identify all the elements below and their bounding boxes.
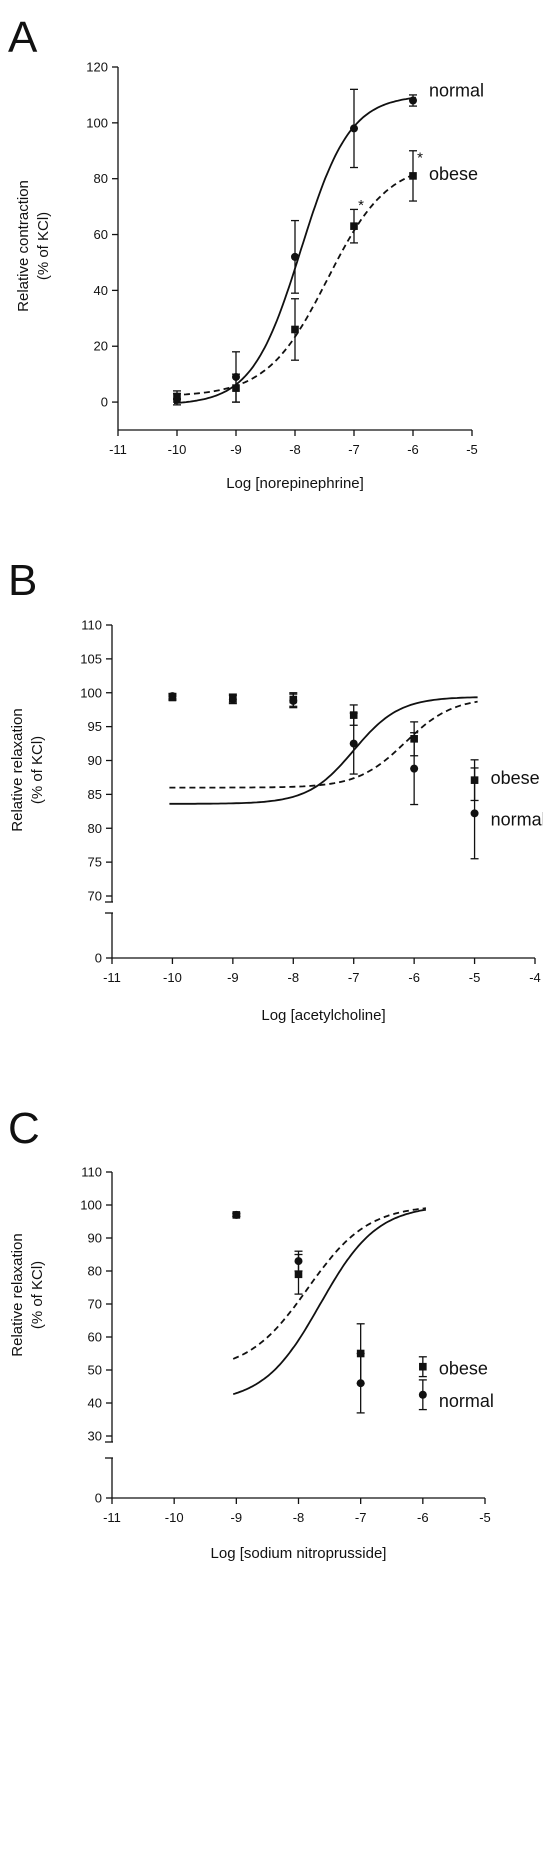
- point-normal: [291, 252, 299, 261]
- x-tick-label: -6: [407, 442, 419, 457]
- panel-a: A 0 20 40 60 80 100 120 -11 -10 -9 -8 -7 -6 -5 Log [nor…: [8, 13, 484, 492]
- y-tick-label: 100: [80, 1198, 102, 1213]
- x-axis-label: Log [acetylcholine]: [261, 1007, 385, 1024]
- point-obese: [419, 1362, 427, 1371]
- y-tick-label: 100: [80, 685, 102, 700]
- y-tick-label: 85: [88, 787, 102, 802]
- point-obese: [168, 693, 177, 702]
- x-tick-label: -10: [163, 970, 182, 985]
- point-obese: [356, 1349, 365, 1358]
- panel-c: C 0 30 40 50 60 70 80 90 100 110 -11 -10 -9 -8 -7 -6 -5 Lo…: [8, 1104, 494, 1562]
- x-tick-label: -11: [103, 970, 121, 985]
- point-normal: [409, 96, 417, 105]
- series-label-normal: normal: [491, 809, 543, 829]
- panel-letter-b: B: [8, 556, 37, 605]
- y-tick-label: 80: [94, 171, 108, 186]
- x-tick-label: -10: [165, 1510, 184, 1525]
- y-tick-label: 100: [86, 115, 108, 130]
- curve-obese: [169, 700, 478, 789]
- y-tick-label: 110: [81, 1165, 102, 1180]
- point-obese: [470, 776, 479, 784]
- point-obese: [291, 325, 299, 334]
- point-obese: [232, 1211, 241, 1219]
- x-tick-label: -5: [479, 1510, 491, 1525]
- y-axis-label: Relative relaxation: [9, 708, 26, 831]
- y-tick-label: 0: [95, 951, 102, 966]
- y-tick-label: 70: [88, 889, 102, 904]
- x-axis-label: Log [norepinephrine]: [226, 475, 364, 492]
- point-obese: [229, 694, 237, 702]
- y-axis-label: Relative contraction: [15, 180, 32, 312]
- x-tick-label: -8: [293, 1510, 305, 1525]
- y-axis-label-unit: (% of KCl): [29, 1261, 46, 1329]
- y-axis-label-unit: (% of KCl): [35, 212, 52, 280]
- y-tick-label: 30: [88, 1429, 102, 1444]
- point-obese: [294, 1270, 303, 1279]
- y-tick-label: 20: [94, 339, 108, 354]
- y-axis-label: Relative relaxation: [9, 1233, 26, 1356]
- series-label-normal: normal: [429, 81, 484, 101]
- y-tick-label: 60: [94, 227, 108, 242]
- x-tick-label: -7: [348, 442, 360, 457]
- y-tick-label: 90: [88, 753, 102, 768]
- panel-letter-a: A: [8, 13, 38, 62]
- x-tick-label: -4: [529, 970, 541, 985]
- significance-asterisk: *: [417, 149, 423, 166]
- point-normal: [410, 764, 419, 773]
- series-label-obese: obese: [429, 164, 478, 184]
- x-tick-label: -8: [288, 970, 300, 985]
- y-tick-label: 60: [88, 1330, 102, 1345]
- curve-normal: [232, 1208, 427, 1396]
- y-tick-label: 40: [88, 1396, 102, 1411]
- y-tick-label: 40: [94, 283, 108, 298]
- series-label-normal: normal: [439, 1391, 494, 1411]
- series-label-obese: obese: [439, 1359, 488, 1379]
- y-tick-label: 75: [88, 855, 102, 870]
- x-tick-label: -6: [408, 970, 420, 985]
- x-tick-label: -7: [348, 970, 360, 985]
- x-tick-label: -6: [417, 1510, 429, 1525]
- point-normal: [418, 1390, 427, 1399]
- curve-normal: [169, 696, 478, 805]
- point-obese: [232, 384, 240, 392]
- x-tick-label: -8: [289, 442, 301, 457]
- y-tick-label: 120: [86, 60, 108, 75]
- y-tick-label: 50: [88, 1363, 102, 1378]
- point-obese: [409, 172, 417, 180]
- panel-letter-c: C: [8, 1104, 40, 1153]
- y-axis-label-unit: (% of KCl): [29, 736, 46, 804]
- significance-asterisk: *: [358, 197, 364, 214]
- y-tick-label: 90: [88, 1231, 102, 1246]
- series-label-obese: obese: [491, 768, 540, 788]
- point-obese: [289, 695, 298, 704]
- x-tick-label: -11: [109, 442, 127, 457]
- point-normal: [349, 739, 358, 748]
- x-tick-label: -9: [227, 970, 239, 985]
- point-obese: [173, 392, 181, 401]
- point-normal: [350, 124, 358, 133]
- point-obese: [350, 222, 358, 230]
- y-tick-label: 0: [101, 395, 108, 410]
- x-tick-label: -5: [466, 442, 478, 457]
- x-tick-label: -5: [469, 970, 481, 985]
- y-tick-label: 80: [88, 821, 102, 836]
- panel-b: B 0 70 75 80 85 90 95 100 105 110 -11 -10 -9 -8 -7 -6 -5 -…: [8, 556, 543, 1024]
- point-obese: [410, 735, 418, 743]
- y-tick-label: 0: [95, 1491, 102, 1506]
- y-tick-label: 70: [88, 1297, 102, 1312]
- x-tick-label: -11: [103, 1510, 121, 1525]
- y-tick-label: 105: [80, 651, 102, 666]
- curve-obese: [232, 1207, 427, 1360]
- y-tick-label: 95: [88, 719, 102, 734]
- x-tick-label: -9: [230, 442, 242, 457]
- x-tick-label: -7: [355, 1510, 367, 1525]
- x-tick-label: -9: [231, 1510, 243, 1525]
- point-normal: [470, 809, 479, 818]
- y-tick-label: 80: [88, 1264, 102, 1279]
- x-axis-label: Log [sodium nitroprusside]: [211, 1545, 387, 1562]
- y-tick-label: 110: [81, 618, 102, 633]
- point-obese: [349, 711, 358, 719]
- x-tick-label: -10: [168, 442, 187, 457]
